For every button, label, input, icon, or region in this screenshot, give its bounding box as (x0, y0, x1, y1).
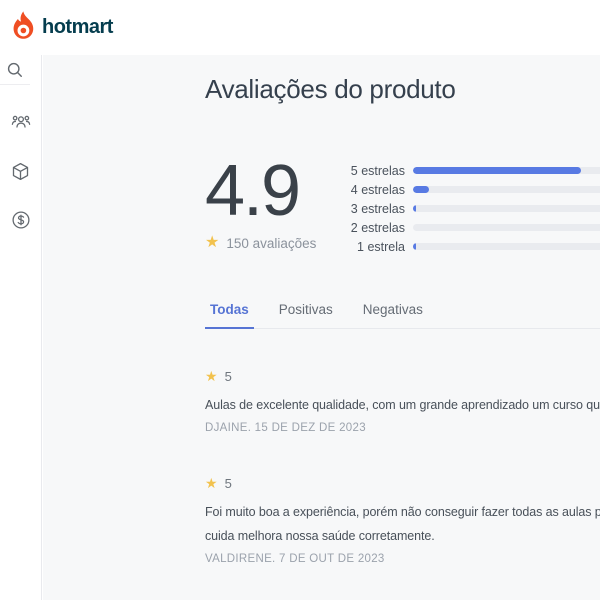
score-block: 4.9 ★ 150 avaliações (205, 151, 316, 256)
users-icon (10, 111, 32, 133)
distribution-bar-track (413, 186, 600, 193)
tab-todas[interactable]: Todas (205, 302, 254, 329)
distribution-bar-fill (413, 186, 429, 193)
review-rating: 5 (224, 369, 232, 384)
flame-icon (10, 10, 37, 46)
rating-distribution: 5 estrelas 4 estrelas 3 estrelas (347, 155, 600, 256)
review-text-line: Aulas de excelente qualidade, com um gra… (205, 398, 600, 412)
distribution-bar-fill (413, 205, 416, 212)
top-bar: hotmart (0, 0, 600, 55)
package-icon (10, 161, 31, 182)
tab-negativas[interactable]: Negativas (362, 302, 423, 317)
distribution-label: 2 estrelas (350, 220, 405, 235)
dollar-icon (10, 209, 32, 231)
review-author-date: VALDIRENE. 7 DE OUT DE 2023 (205, 553, 385, 565)
distribution-row-4-stars: 4 estrelas (347, 180, 600, 199)
review-text-line: cuida melhora nossa saúde corretamente. (205, 529, 435, 543)
sidebar (0, 55, 42, 600)
star-icon: ★ (205, 368, 218, 384)
average-rating: 4.9 (205, 151, 301, 231)
distribution-label: 3 estrelas (350, 201, 405, 216)
distribution-row-5-stars: 5 estrelas (347, 161, 600, 180)
main-area: Avaliações do produto 4.9 ★ 150 avaliaçõ… (43, 55, 600, 600)
sidebar-item-members[interactable] (6, 107, 36, 137)
distribution-row-3-stars: 3 estrelas (347, 199, 600, 218)
distribution-row-2-stars: 2 estrelas (347, 218, 600, 237)
distribution-label: 4 estrelas (350, 182, 405, 197)
distribution-bar-track (413, 224, 600, 231)
sidebar-item-sales[interactable] (6, 205, 36, 235)
sidebar-item-products[interactable] (6, 156, 36, 186)
distribution-label: 1 estrela (357, 239, 405, 254)
review-text-line: Foi muito boa a experiência, porém não c… (205, 505, 600, 519)
distribution-bar-fill (413, 167, 581, 174)
tab-positivas[interactable]: Positivas (278, 302, 333, 317)
sidebar-item-search[interactable] (0, 55, 30, 85)
review-count: 150 avaliações (226, 235, 317, 251)
distribution-bar-track (413, 205, 600, 212)
distribution-label: 5 estrelas (350, 163, 405, 178)
search-icon (5, 60, 25, 80)
brand-name: hotmart (42, 16, 113, 38)
distribution-bar-fill (413, 243, 416, 250)
review-text: Foi muito boa a experiência, porém não c… (205, 500, 600, 548)
hotmart-logo[interactable]: hotmart (10, 10, 113, 46)
star-icon: ★ (205, 475, 218, 491)
review-rating: 5 (224, 476, 232, 491)
review-filter-tabs: Todas Positivas Negativas (205, 302, 600, 329)
sidebar-nav (0, 85, 41, 254)
page-title: Avaliações do produto (205, 74, 456, 104)
rating-summary: 4.9 ★ 150 avaliações 5 estrelas 4 estrel… (205, 155, 600, 256)
review-author-date: DJAINE. 15 DE DEZ DE 2023 (205, 422, 366, 434)
star-icon: ★ (205, 234, 220, 251)
review-item: ★ 5 Foi muito boa a experiência, porém n… (205, 475, 600, 566)
reviews-panel: Avaliações do produto 4.9 ★ 150 avaliaçõ… (205, 55, 600, 565)
review-text: Aulas de excelente qualidade, com um gra… (205, 393, 600, 417)
distribution-bar-track (413, 243, 600, 250)
distribution-bar-track (413, 167, 600, 174)
distribution-row-1-star: 1 estrela (347, 237, 600, 256)
review-item: ★ 5 Aulas de excelente qualidade, com um… (205, 368, 600, 435)
